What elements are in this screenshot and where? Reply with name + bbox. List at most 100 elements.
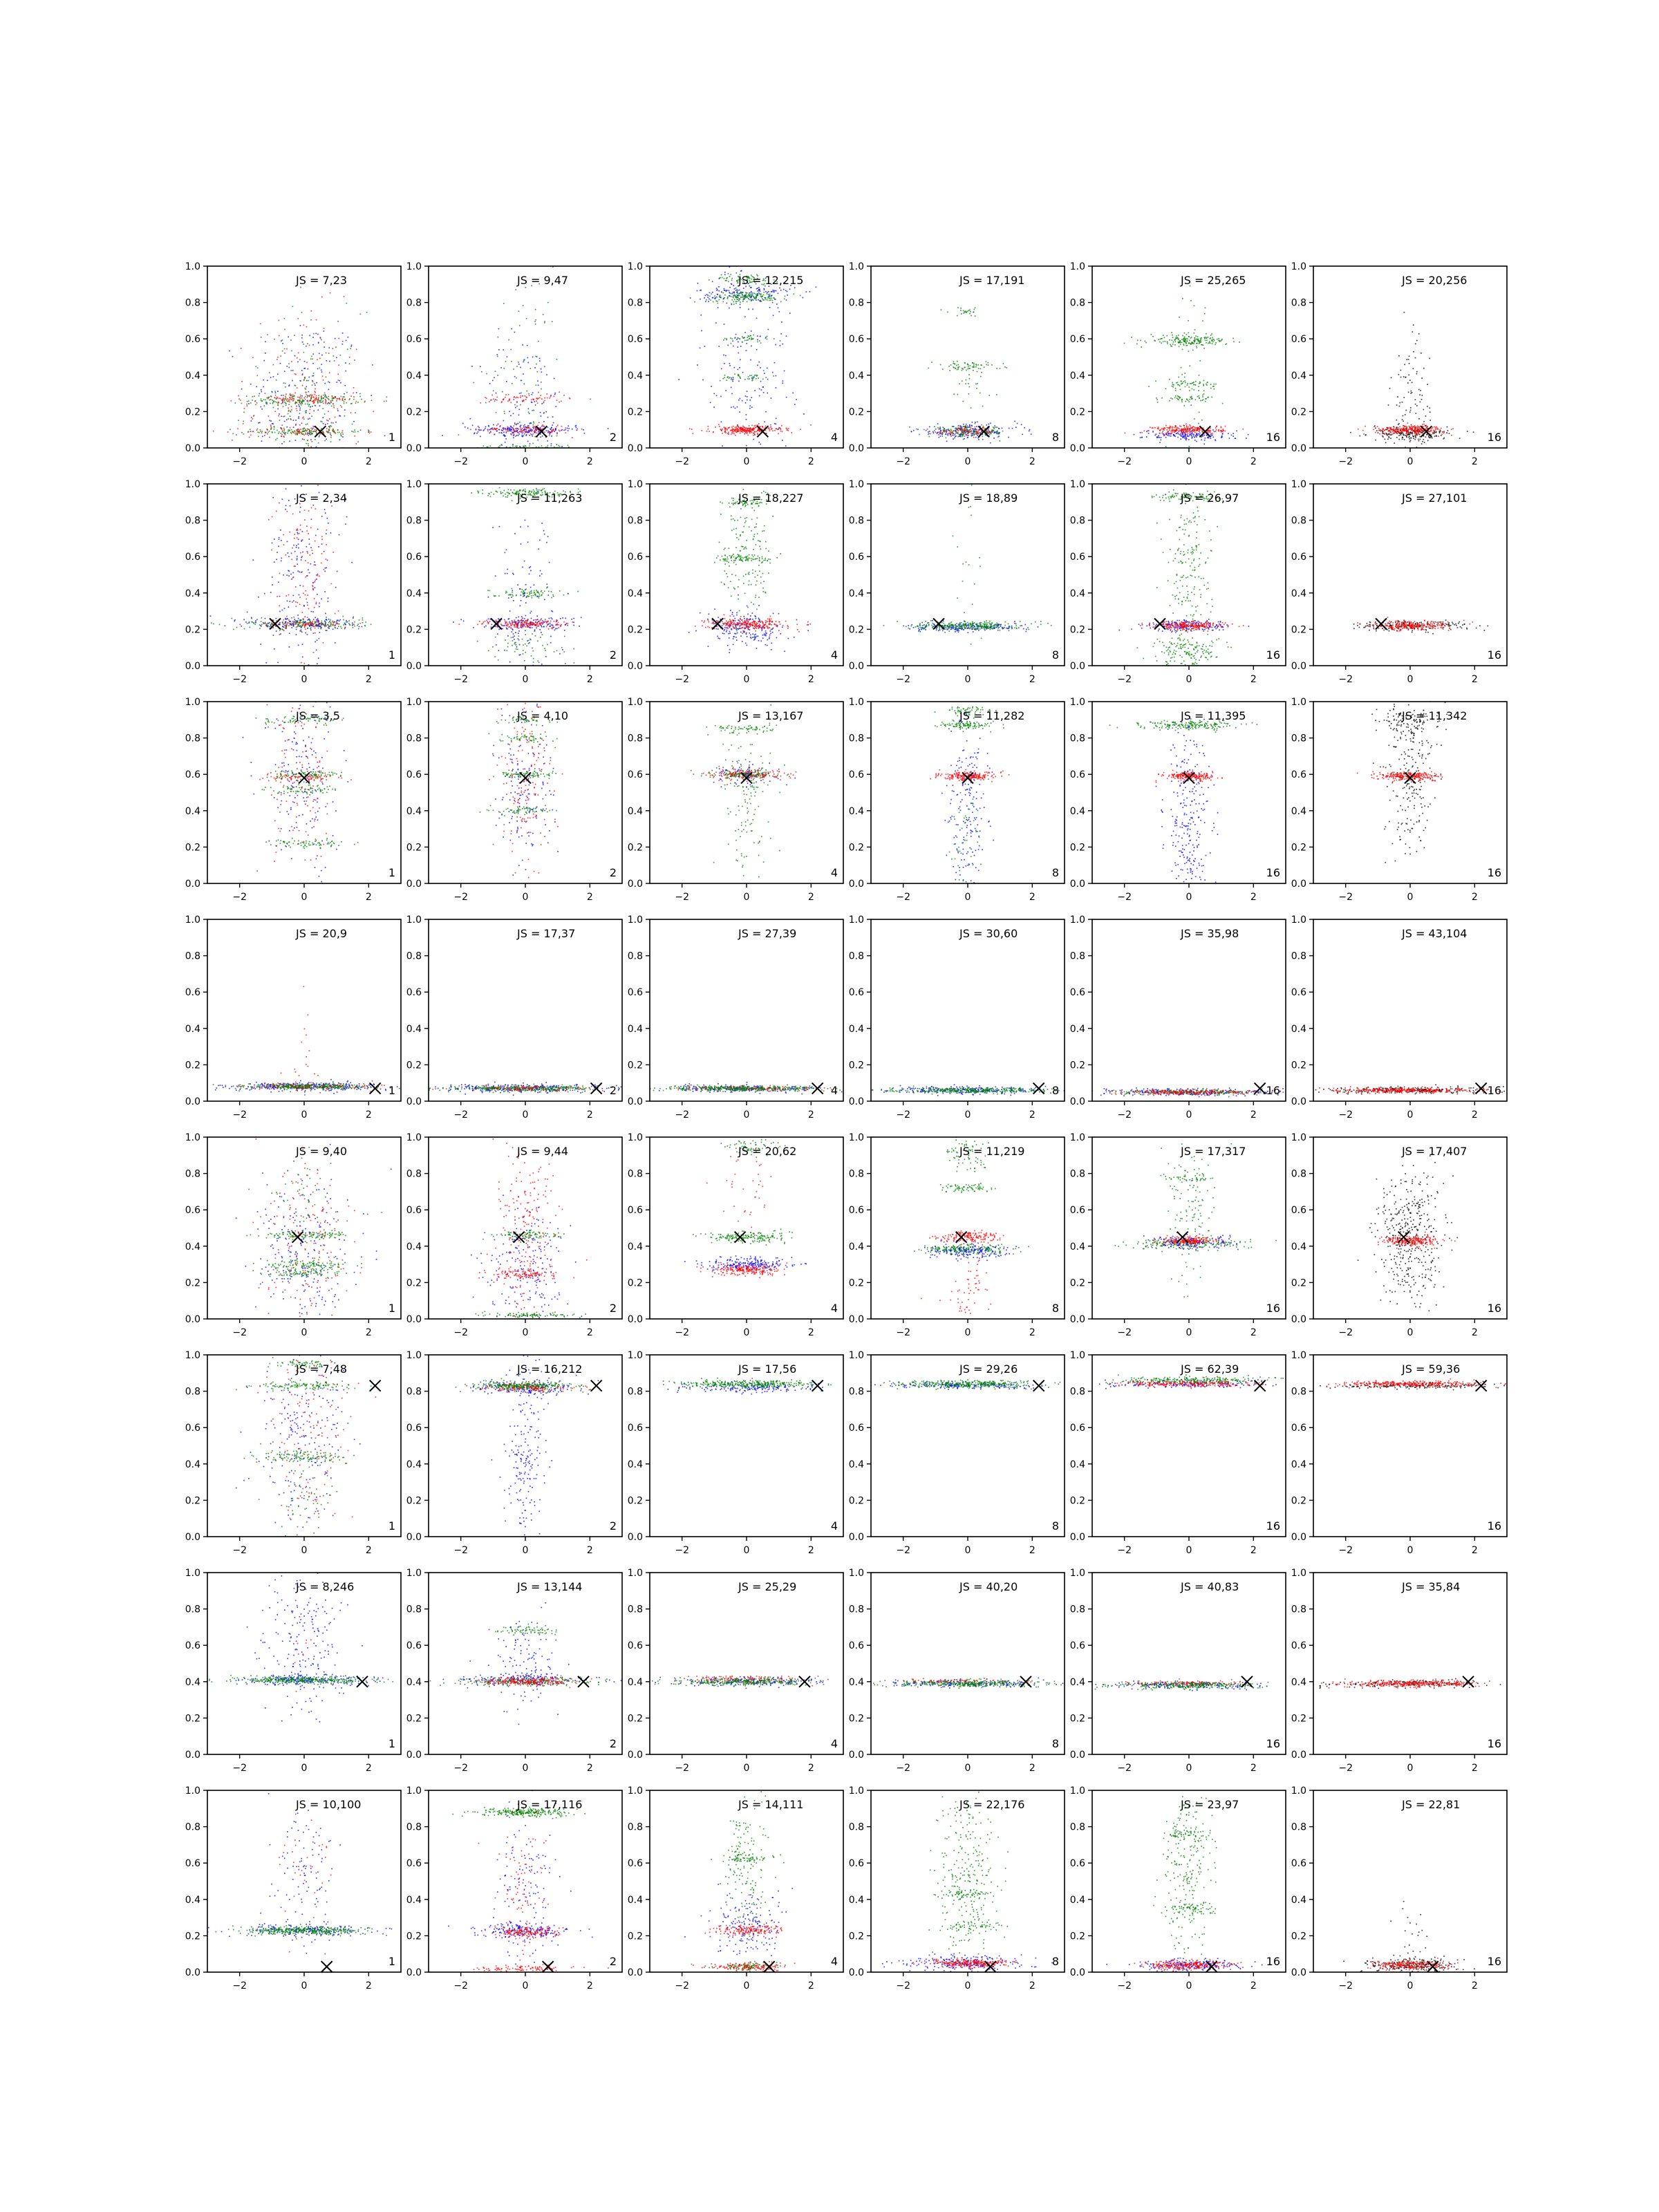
scatter-point bbox=[1145, 341, 1147, 344]
scatter-point bbox=[334, 612, 336, 615]
scatter-point bbox=[962, 426, 964, 427]
scatter-point bbox=[316, 433, 317, 435]
scatter-point bbox=[304, 519, 306, 521]
scatter-point bbox=[753, 432, 754, 434]
scatter-point bbox=[254, 395, 255, 397]
scatter-point bbox=[296, 357, 298, 359]
scatter-point bbox=[1190, 336, 1192, 338]
scatter-point bbox=[1397, 431, 1399, 433]
scatter-point bbox=[964, 431, 966, 432]
scatter-point bbox=[1185, 337, 1187, 339]
scatter-point bbox=[313, 426, 315, 428]
scatter-point bbox=[780, 430, 782, 432]
scatter-point bbox=[1162, 433, 1164, 435]
scatter-point bbox=[544, 397, 545, 399]
scatter-point bbox=[519, 422, 521, 423]
scatter-point bbox=[502, 391, 503, 393]
scatter-point bbox=[715, 296, 718, 298]
scatter-point bbox=[1182, 437, 1183, 438]
scatter-point bbox=[1185, 400, 1186, 402]
scatter-point bbox=[704, 346, 706, 347]
scatter-points bbox=[442, 266, 609, 448]
scatter-point bbox=[334, 337, 336, 339]
scatter-point bbox=[325, 623, 326, 624]
scatter-point bbox=[312, 332, 315, 335]
scatter-point bbox=[247, 431, 249, 433]
scatter-point bbox=[529, 435, 530, 436]
scatter-point bbox=[791, 432, 793, 433]
scatter-point bbox=[1411, 392, 1413, 393]
scatter-point bbox=[735, 297, 737, 299]
scatter-point bbox=[1192, 349, 1194, 351]
scatter-point bbox=[307, 594, 308, 596]
scatter-point bbox=[1401, 438, 1403, 440]
scatter-point bbox=[494, 400, 496, 402]
scatter-point bbox=[263, 359, 265, 362]
scatter-point bbox=[295, 622, 297, 624]
scatter-point bbox=[718, 346, 720, 347]
scatter-point bbox=[738, 299, 740, 301]
scatter-point bbox=[1382, 431, 1384, 433]
scatter-point bbox=[285, 505, 287, 507]
scatter-point bbox=[959, 429, 962, 431]
scatter-point bbox=[1156, 437, 1158, 438]
scatter-point bbox=[1181, 348, 1183, 350]
scatter-point bbox=[301, 403, 303, 404]
scatter-point bbox=[297, 622, 298, 624]
scatter-point bbox=[283, 371, 285, 373]
scatter-point bbox=[1172, 429, 1174, 431]
scatter-point bbox=[732, 431, 733, 433]
scatter-point bbox=[1430, 430, 1432, 432]
scatter-point bbox=[265, 353, 266, 354]
scatter-point bbox=[1190, 431, 1192, 432]
scatter-point bbox=[359, 395, 361, 397]
scatter-point bbox=[335, 346, 337, 348]
y-tick-label: 0.0 bbox=[849, 443, 864, 454]
scatter-point bbox=[976, 387, 977, 389]
scatter-point bbox=[1418, 440, 1420, 442]
scatter-point bbox=[1190, 427, 1191, 429]
scatter-point bbox=[312, 652, 315, 653]
scatter-point bbox=[500, 424, 501, 427]
scatter-point bbox=[281, 402, 282, 404]
scatter-point bbox=[1185, 344, 1188, 346]
scatter-point bbox=[1157, 427, 1159, 428]
scatter-point bbox=[536, 371, 538, 373]
scatter-point bbox=[1166, 427, 1168, 429]
scatter-point bbox=[281, 442, 283, 444]
scatter-point bbox=[353, 420, 355, 422]
scatter-point bbox=[239, 400, 241, 401]
scatter-point bbox=[963, 433, 965, 435]
scatter-point bbox=[510, 402, 512, 404]
scatter-point bbox=[735, 429, 737, 431]
scatter-point bbox=[507, 394, 509, 395]
scatter-point bbox=[964, 366, 965, 368]
scatter-point bbox=[757, 364, 758, 366]
scatter-point bbox=[290, 370, 292, 371]
scatter-point bbox=[750, 430, 752, 432]
scatter-point bbox=[723, 427, 725, 428]
scatter-point bbox=[1178, 384, 1180, 386]
scatter-point bbox=[739, 303, 741, 306]
scatter-point bbox=[977, 421, 978, 423]
scatter-point bbox=[299, 431, 301, 433]
scatter-point bbox=[293, 565, 295, 567]
scatter-point bbox=[550, 395, 552, 396]
scatter-point bbox=[984, 434, 986, 435]
scatter-point bbox=[728, 290, 730, 292]
scatter-point bbox=[301, 556, 303, 557]
scatter-point bbox=[504, 428, 505, 430]
scatter-point bbox=[1382, 430, 1384, 432]
scatter-point bbox=[1215, 440, 1217, 442]
scatter-point bbox=[370, 431, 372, 433]
scatter-point bbox=[327, 423, 328, 424]
scatter-point bbox=[525, 287, 527, 288]
scatter-point bbox=[1406, 431, 1408, 433]
y-tick-label: 0.2 bbox=[1070, 406, 1085, 418]
scatter-point bbox=[759, 290, 761, 292]
scatter-point bbox=[253, 415, 255, 416]
scatter-point bbox=[1414, 429, 1416, 430]
scatter-point bbox=[699, 347, 701, 349]
scatter-point bbox=[318, 546, 319, 547]
scatter-point bbox=[310, 319, 312, 321]
